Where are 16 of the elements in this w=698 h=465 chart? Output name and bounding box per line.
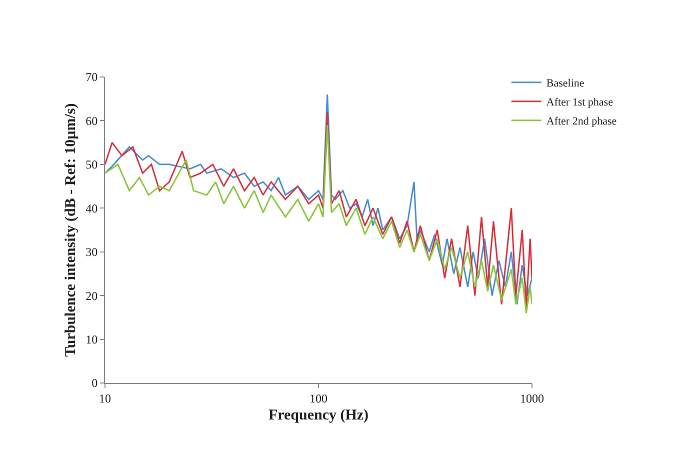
y-tick-label: 40 <box>86 201 98 216</box>
legend-label: After 2nd phase <box>546 116 617 128</box>
y-tick-label: 70 <box>86 70 98 84</box>
x-axis-title: Frequency (Hz) <box>268 407 369 424</box>
x-tick-label: 1000 <box>520 391 544 406</box>
y-tick-label: 20 <box>86 288 98 303</box>
y-tick-label: 50 <box>86 158 98 172</box>
y-tick-label: 60 <box>86 114 98 128</box>
x-tick-label: 100 <box>310 391 328 406</box>
y-tick-label: 0 <box>92 376 98 390</box>
legend-label: Baseline <box>546 78 584 90</box>
y-tick-label: 30 <box>86 245 98 260</box>
y-axis-title: Turbulence intensity (dB - Ref: 10µm/s) <box>62 103 79 357</box>
y-tick-label: 10 <box>86 332 98 346</box>
x-tick-label: 10 <box>99 391 111 406</box>
legend-label: After 1st phase <box>546 96 614 109</box>
